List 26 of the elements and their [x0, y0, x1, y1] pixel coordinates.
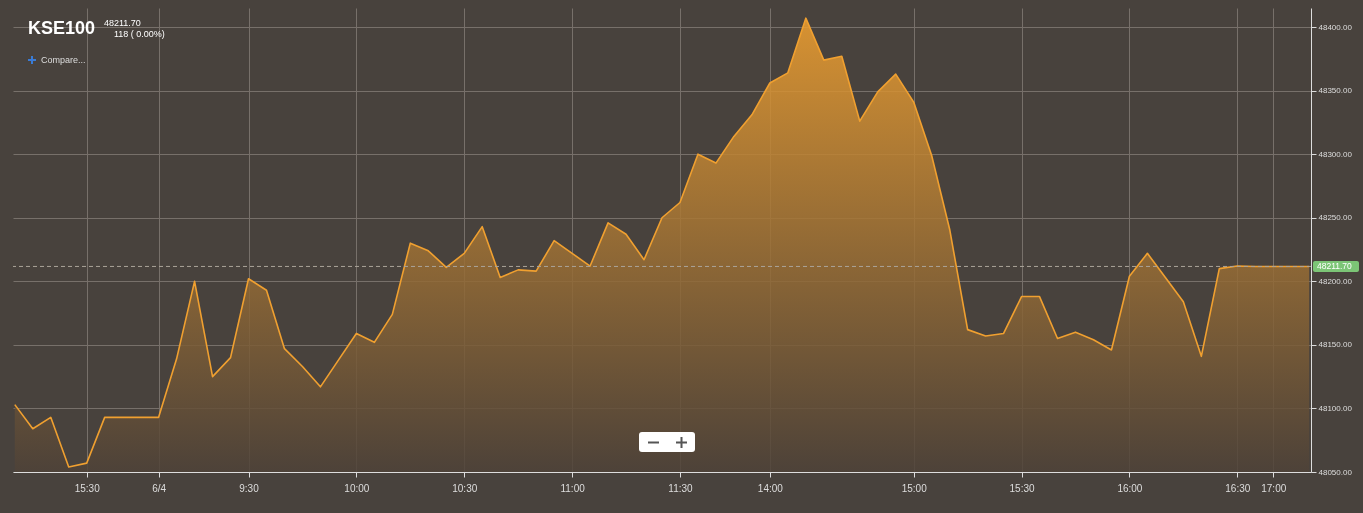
x-tick-label: 16:00 [1117, 482, 1143, 494]
text: KSE100 [28, 18, 96, 39]
x-tick-label: 9:30 [239, 482, 260, 494]
x-tick-label: 14:00 [757, 482, 784, 494]
y-tick-label: 48050.00 [1318, 467, 1353, 477]
y-tick-label: 48250.00 [1318, 213, 1353, 223]
ref-line-label: 48211.70 [1317, 261, 1353, 272]
x-tick-label: 11:00 [560, 482, 586, 494]
x-tick-label: 11:30 [668, 482, 694, 494]
annotation: Compare... [41, 55, 86, 65]
annotation: 118 ( 0.00%) [114, 29, 165, 39]
y-tick-label: 48150.00 [1318, 340, 1353, 350]
y-tick-label: 48300.00 [1318, 149, 1353, 159]
x-tick-label: 15:30 [74, 482, 101, 494]
y-tick-label: 48100.00 [1318, 403, 1353, 413]
x-tick-label: 16:30 [1225, 482, 1251, 494]
x-tick-label: 10:00 [344, 482, 370, 494]
y-tick-label: 48400.00 [1318, 22, 1353, 32]
text: 48211.70 [104, 18, 141, 28]
x-tick-label: 17:00 [1261, 482, 1287, 494]
x-tick-label: 15:30 [1009, 482, 1035, 494]
y-tick-label: 48350.00 [1318, 86, 1353, 96]
x-tick-label: 10:30 [452, 482, 478, 494]
x-tick-label: 6/4 [152, 482, 167, 494]
x-tick-label: 15:00 [901, 482, 928, 494]
y-tick-label: 48200.00 [1318, 276, 1353, 286]
